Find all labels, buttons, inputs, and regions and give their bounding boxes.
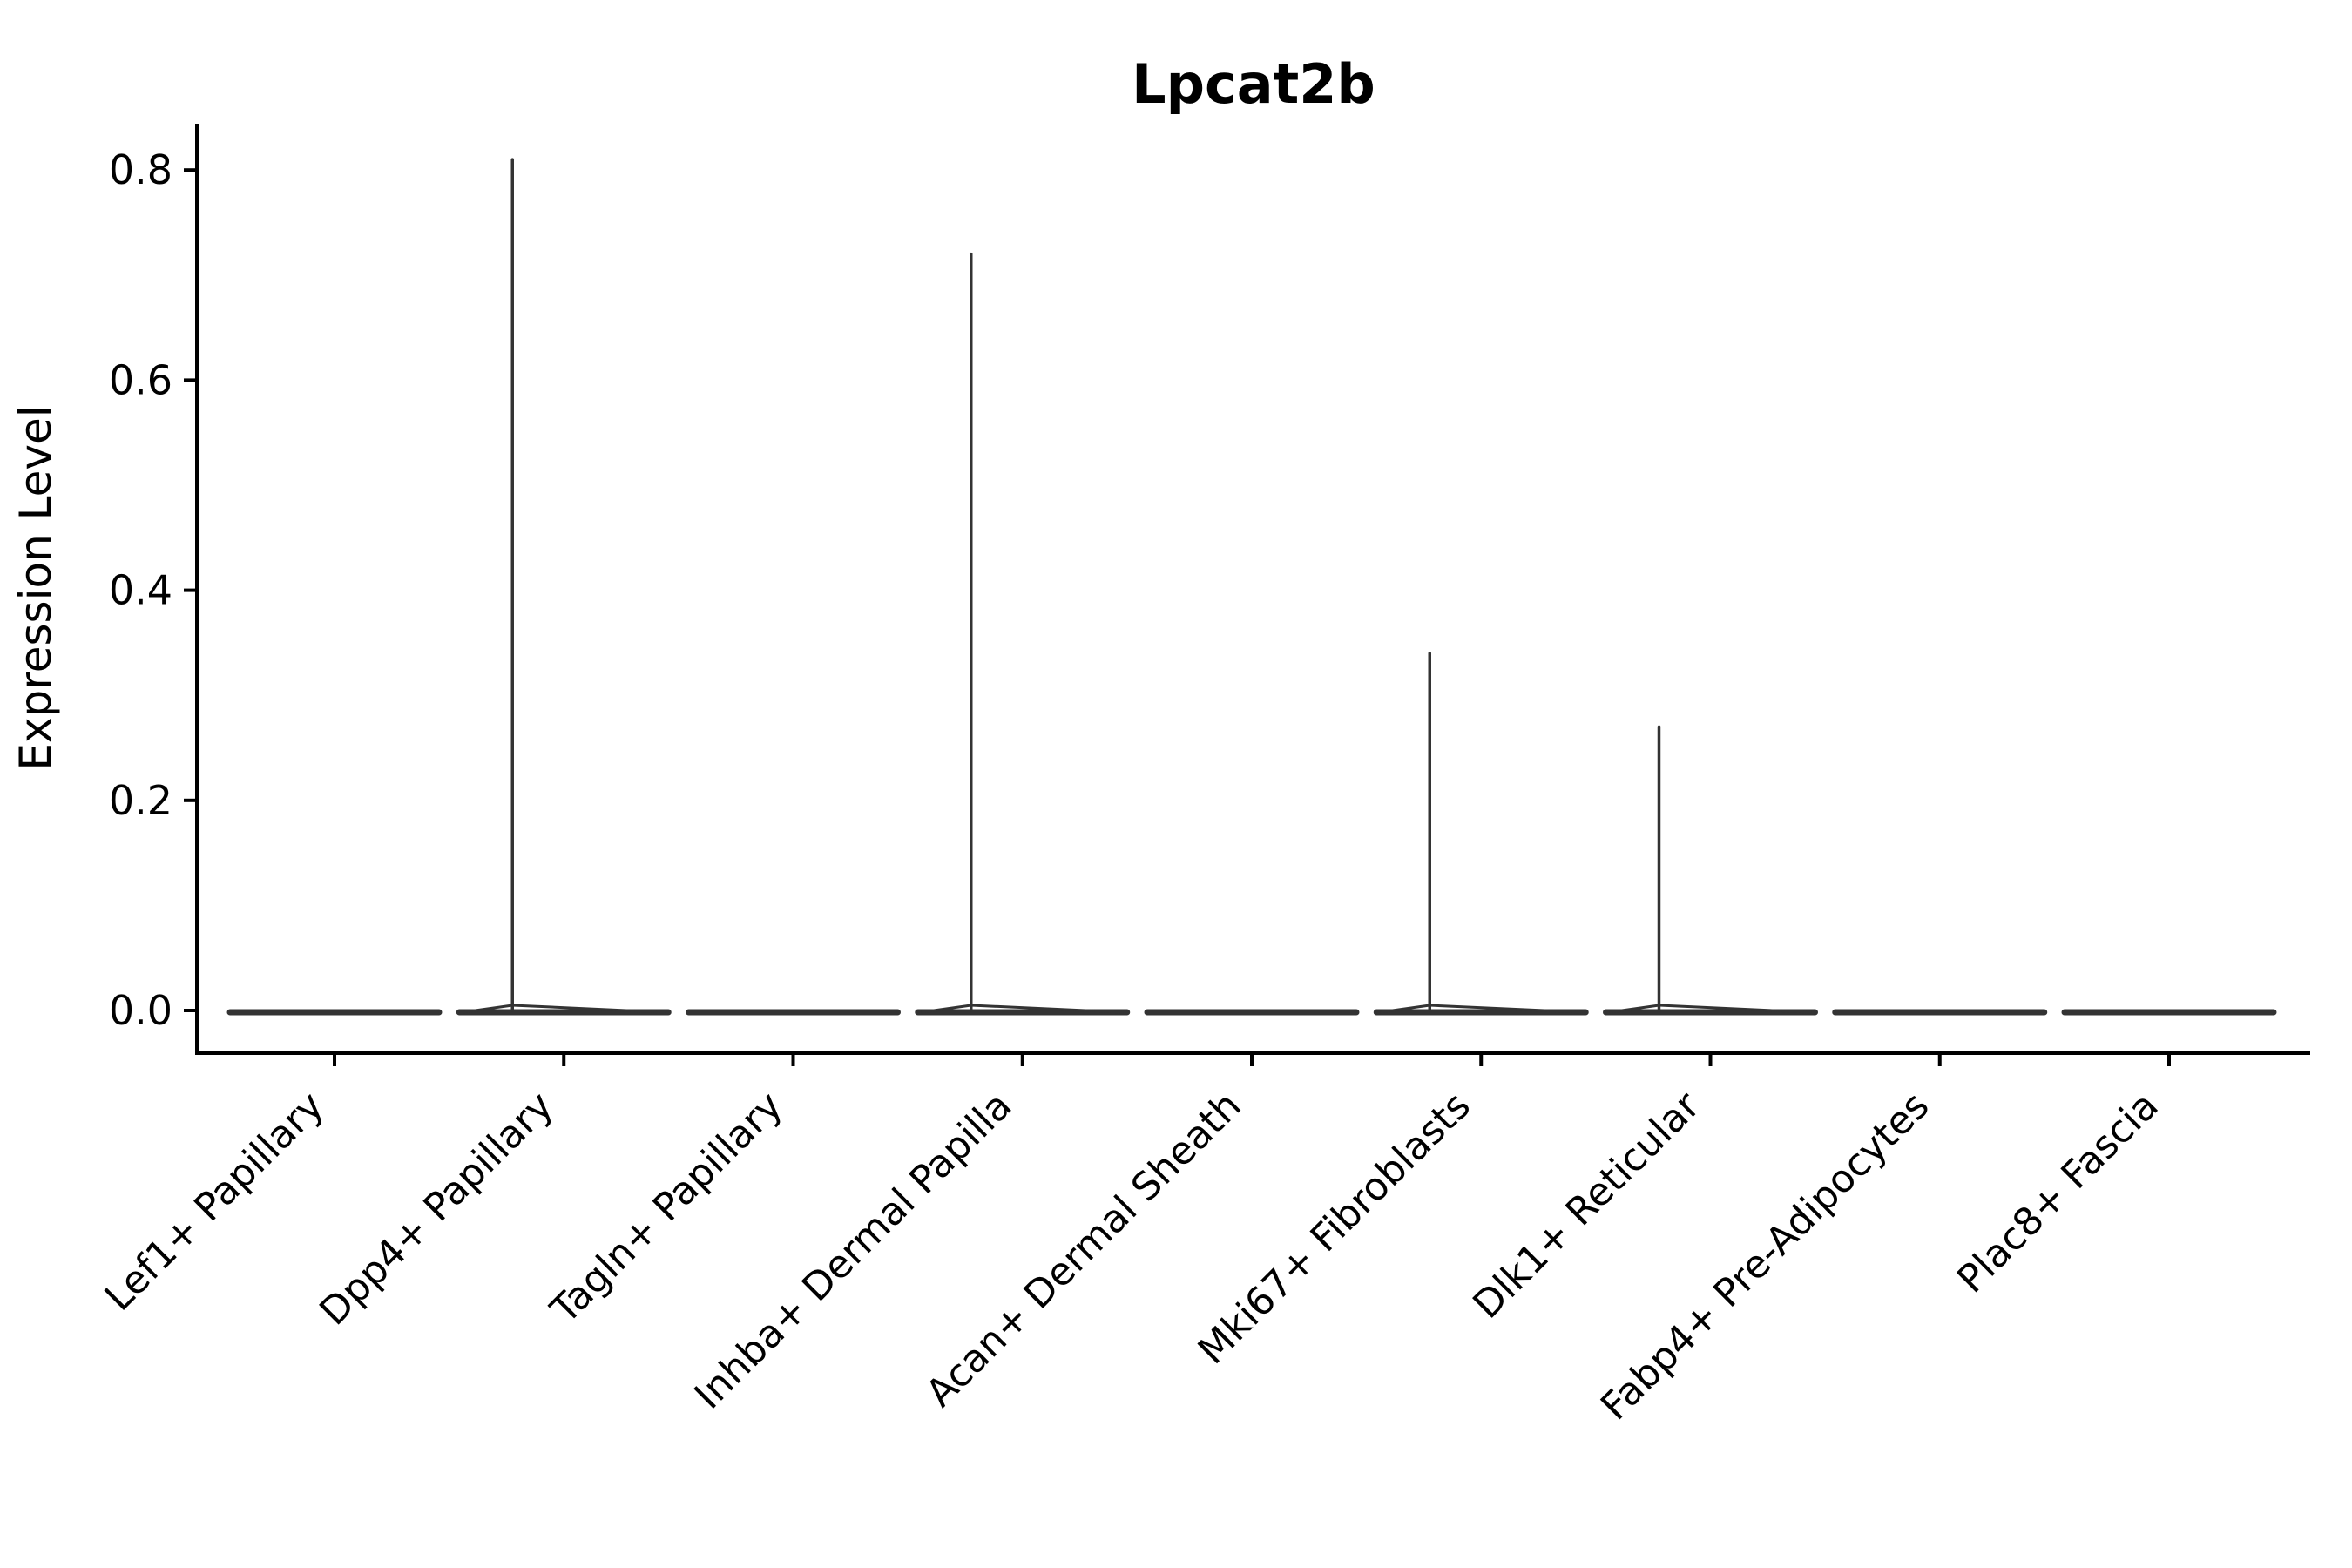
x-tick-label: Lef1+ Papillary <box>97 1084 333 1320</box>
y-tick-label: 0.2 <box>109 777 172 824</box>
violin-layer <box>226 158 2277 1016</box>
y-axis-label: Expression Level <box>10 405 61 770</box>
y-tick-label: 0.8 <box>109 146 172 193</box>
chart-title: Lpcat2b <box>1132 52 1375 116</box>
x-tick-label: Tagln+ Papillary <box>542 1084 791 1333</box>
y-tick-label: 0.0 <box>109 987 172 1034</box>
x-tick-label: Dpp4+ Papillary <box>311 1084 562 1335</box>
axes-layer <box>184 124 2310 1066</box>
y-tick-label: 0.4 <box>109 567 172 614</box>
y-tick-label: 0.6 <box>109 356 172 403</box>
x-tick-label: Dlk1+ Reticular <box>1464 1083 1709 1328</box>
x-tick-label: Plac8+ Fascia <box>1949 1084 2167 1302</box>
